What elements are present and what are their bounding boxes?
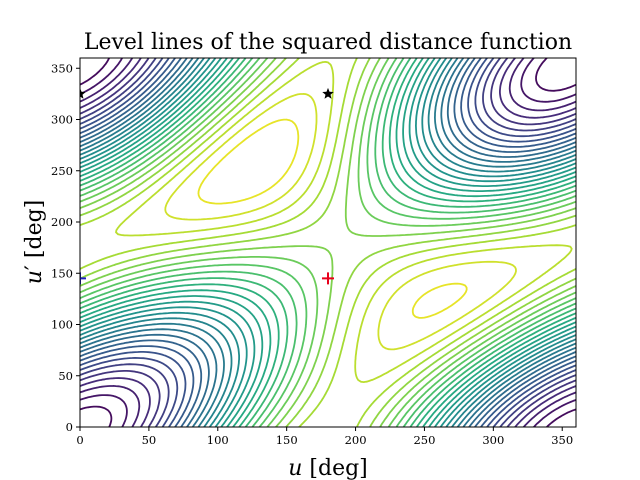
contour-level bbox=[164, 93, 517, 351]
contour-level bbox=[80, 58, 576, 427]
x-axis-label: u [deg] bbox=[288, 456, 368, 480]
contour-level bbox=[80, 58, 576, 427]
y-tick-label: 200 bbox=[51, 215, 73, 229]
plus-marker bbox=[322, 272, 334, 285]
contour-level bbox=[80, 58, 576, 427]
contour-level bbox=[80, 58, 576, 427]
y-tick-label: 150 bbox=[51, 266, 73, 280]
x-tick-label: 350 bbox=[551, 433, 573, 447]
contour-level bbox=[80, 58, 576, 427]
contour-level bbox=[80, 58, 576, 427]
x-tick-label: 0 bbox=[76, 433, 83, 447]
contour-level bbox=[115, 61, 573, 383]
contour-level bbox=[80, 58, 576, 427]
contour-level bbox=[80, 58, 576, 427]
chart-title: Level lines of the squared distance func… bbox=[84, 30, 572, 55]
x-tick-label: 100 bbox=[207, 433, 229, 447]
y-tick-label: 250 bbox=[51, 164, 73, 178]
star-marker bbox=[322, 87, 334, 99]
contour-level bbox=[80, 58, 576, 427]
contour-level bbox=[80, 58, 576, 427]
contour-level bbox=[80, 58, 576, 427]
y-axis-label: u′ [deg] bbox=[22, 200, 47, 285]
plot-frame bbox=[79, 57, 577, 428]
contour-level bbox=[80, 58, 576, 427]
contour-lines bbox=[80, 58, 576, 427]
contour-level bbox=[80, 58, 576, 427]
y-tick-label: 350 bbox=[51, 61, 73, 75]
contour-level bbox=[80, 58, 576, 427]
y-tick-label: 0 bbox=[66, 420, 73, 434]
x-tick-label: 50 bbox=[142, 433, 157, 447]
y-tick-label: 300 bbox=[51, 113, 73, 127]
x-axis-ticks: 0 50 100 150 200 250 300 350 bbox=[76, 427, 573, 447]
y-tick-label: 100 bbox=[51, 318, 73, 332]
x-tick-label: 300 bbox=[482, 433, 504, 447]
x-tick-label: 250 bbox=[413, 433, 435, 447]
contour-level bbox=[80, 58, 576, 427]
x-tick-label: 150 bbox=[276, 433, 298, 447]
y-axis-ticks: 0 50 100 150 200 250 300 350 bbox=[51, 61, 80, 434]
markers bbox=[80, 87, 334, 285]
contour-level bbox=[80, 58, 576, 427]
contour-level bbox=[80, 58, 576, 427]
x-tick-label: 200 bbox=[345, 433, 367, 447]
contour-level bbox=[197, 118, 468, 319]
plus-marker bbox=[80, 272, 86, 285]
y-tick-label: 50 bbox=[58, 369, 73, 383]
contour-level bbox=[80, 58, 576, 427]
star-marker bbox=[80, 87, 86, 99]
